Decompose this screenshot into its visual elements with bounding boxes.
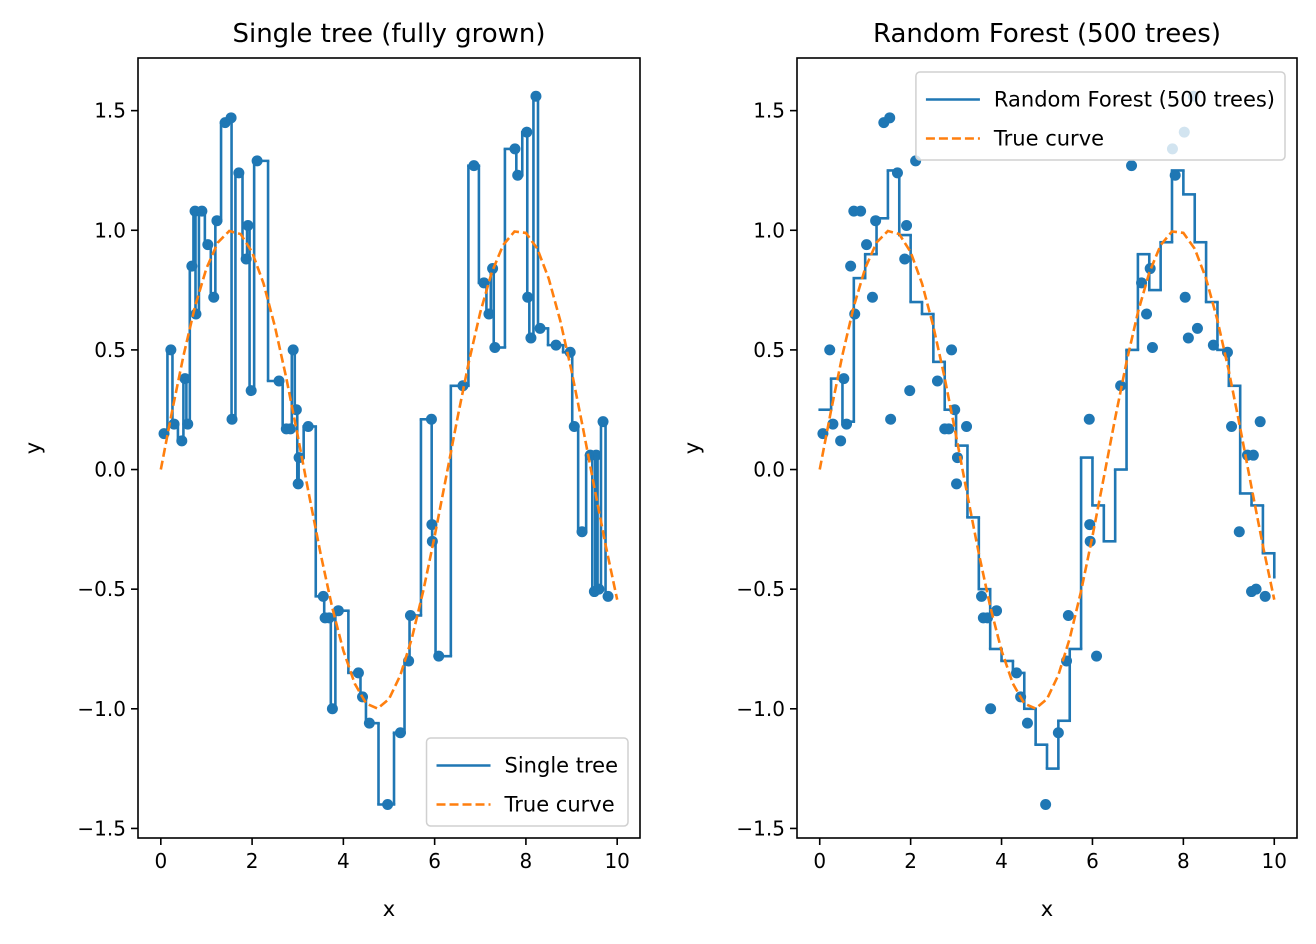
y-tick-label: −1.5: [77, 816, 126, 840]
axes-frame: [137, 57, 641, 839]
legend-label: Random Forest (500 trees): [994, 88, 1275, 112]
legend-label: True curve: [504, 793, 615, 817]
axes-frame: [796, 57, 1298, 839]
data-point: [1062, 609, 1074, 621]
x-tick-label: 8: [520, 849, 533, 873]
data-point: [1091, 650, 1103, 662]
legend: Random Forest (500 trees) True curve: [915, 71, 1286, 161]
y-tick-label: −1.5: [736, 816, 785, 840]
x-axis-label: x: [383, 897, 395, 921]
data-point: [884, 112, 896, 124]
y-tick-label: 1.0: [753, 218, 785, 242]
plot-area: [817, 90, 1276, 811]
data-point: [1233, 526, 1245, 538]
data-point: [866, 291, 878, 303]
data-point: [1191, 322, 1203, 334]
x-tick-label: 10: [604, 849, 629, 873]
data-point: [951, 478, 963, 490]
x-axis-label: x: [1041, 897, 1053, 921]
plot-area: [158, 90, 619, 811]
data-point: [943, 423, 955, 435]
data-point: [1126, 160, 1138, 172]
data-point: [891, 167, 903, 179]
y-tick-label: −1.0: [736, 697, 785, 721]
legend-box: [915, 71, 1286, 161]
data-point: [827, 418, 839, 430]
chart-title: Single tree (fully grown): [232, 19, 545, 49]
data-point: [1021, 717, 1033, 729]
x-tick-label: 2: [246, 849, 259, 873]
data-point: [985, 703, 997, 715]
x-tick-label: 4: [337, 849, 350, 873]
subplot: 0 2 4 6 8 10 −1.5 −1.0 −0.5 0.0 0.5 1.0 1.5 Random Fo…: [680, 19, 1298, 921]
legend: Single tree True curve: [425, 737, 629, 827]
data-point: [835, 435, 847, 447]
curve: [818, 229, 1276, 711]
legend-label: Single tree: [505, 754, 618, 778]
y-tick-label: 0.5: [94, 338, 126, 362]
data-point: [1259, 590, 1271, 602]
data-point: [931, 375, 943, 387]
y-axis-label: y: [680, 442, 704, 454]
data-point: [1040, 799, 1052, 811]
y-tick-label: 1.0: [94, 218, 126, 242]
data-point: [904, 385, 916, 397]
data-point: [1141, 308, 1153, 320]
data-point: [1207, 339, 1219, 351]
data-point: [1182, 332, 1194, 344]
x-tick-label: 10: [1262, 849, 1287, 873]
y-tick-label: −1.0: [77, 697, 126, 721]
data-point: [1254, 416, 1266, 428]
y-tick-label: 0.5: [753, 338, 785, 362]
x-tick-label: 2: [904, 849, 917, 873]
x-tick-label: 0: [813, 849, 826, 873]
curve: [159, 229, 619, 711]
y-axis-label: y: [21, 442, 45, 454]
data-point: [1179, 291, 1191, 303]
data-point: [946, 344, 958, 356]
data-point: [845, 260, 857, 272]
data-point: [1084, 519, 1096, 531]
x-tick-label: 6: [1086, 849, 1099, 873]
data-point: [901, 219, 913, 231]
data-point: [991, 605, 1003, 617]
data-point: [976, 590, 988, 602]
y-tick-label: −0.5: [77, 577, 126, 601]
data-point: [885, 413, 897, 425]
x-tick-label: 0: [154, 849, 167, 873]
x-tick-label: 6: [428, 849, 441, 873]
y-tick-label: −0.5: [736, 577, 785, 601]
x-tick-label: 4: [995, 849, 1008, 873]
y-tick-label: 0.0: [753, 458, 785, 482]
y-tick-label: 1.5: [753, 99, 785, 123]
data-point: [1247, 449, 1259, 461]
data-point: [855, 205, 867, 217]
data-point: [838, 373, 850, 385]
x-tick-label: 8: [1177, 849, 1190, 873]
data-point: [1250, 583, 1262, 595]
chart-title: Random Forest (500 trees): [873, 19, 1221, 49]
data-point: [1146, 342, 1158, 354]
data-point: [1226, 420, 1238, 432]
y-tick-label: 0.0: [94, 458, 126, 482]
data-point: [1083, 413, 1095, 425]
legend-label: True curve: [993, 127, 1104, 151]
data-point: [899, 253, 911, 265]
data-point: [861, 239, 873, 251]
subplot: 0 2 4 6 8 10 −1.5 −1.0 −0.5 0.0 0.5 1.0 1.5 Single tr…: [21, 19, 641, 921]
data-point: [961, 420, 973, 432]
data-point: [824, 344, 836, 356]
y-tick-label: 1.5: [94, 99, 126, 123]
